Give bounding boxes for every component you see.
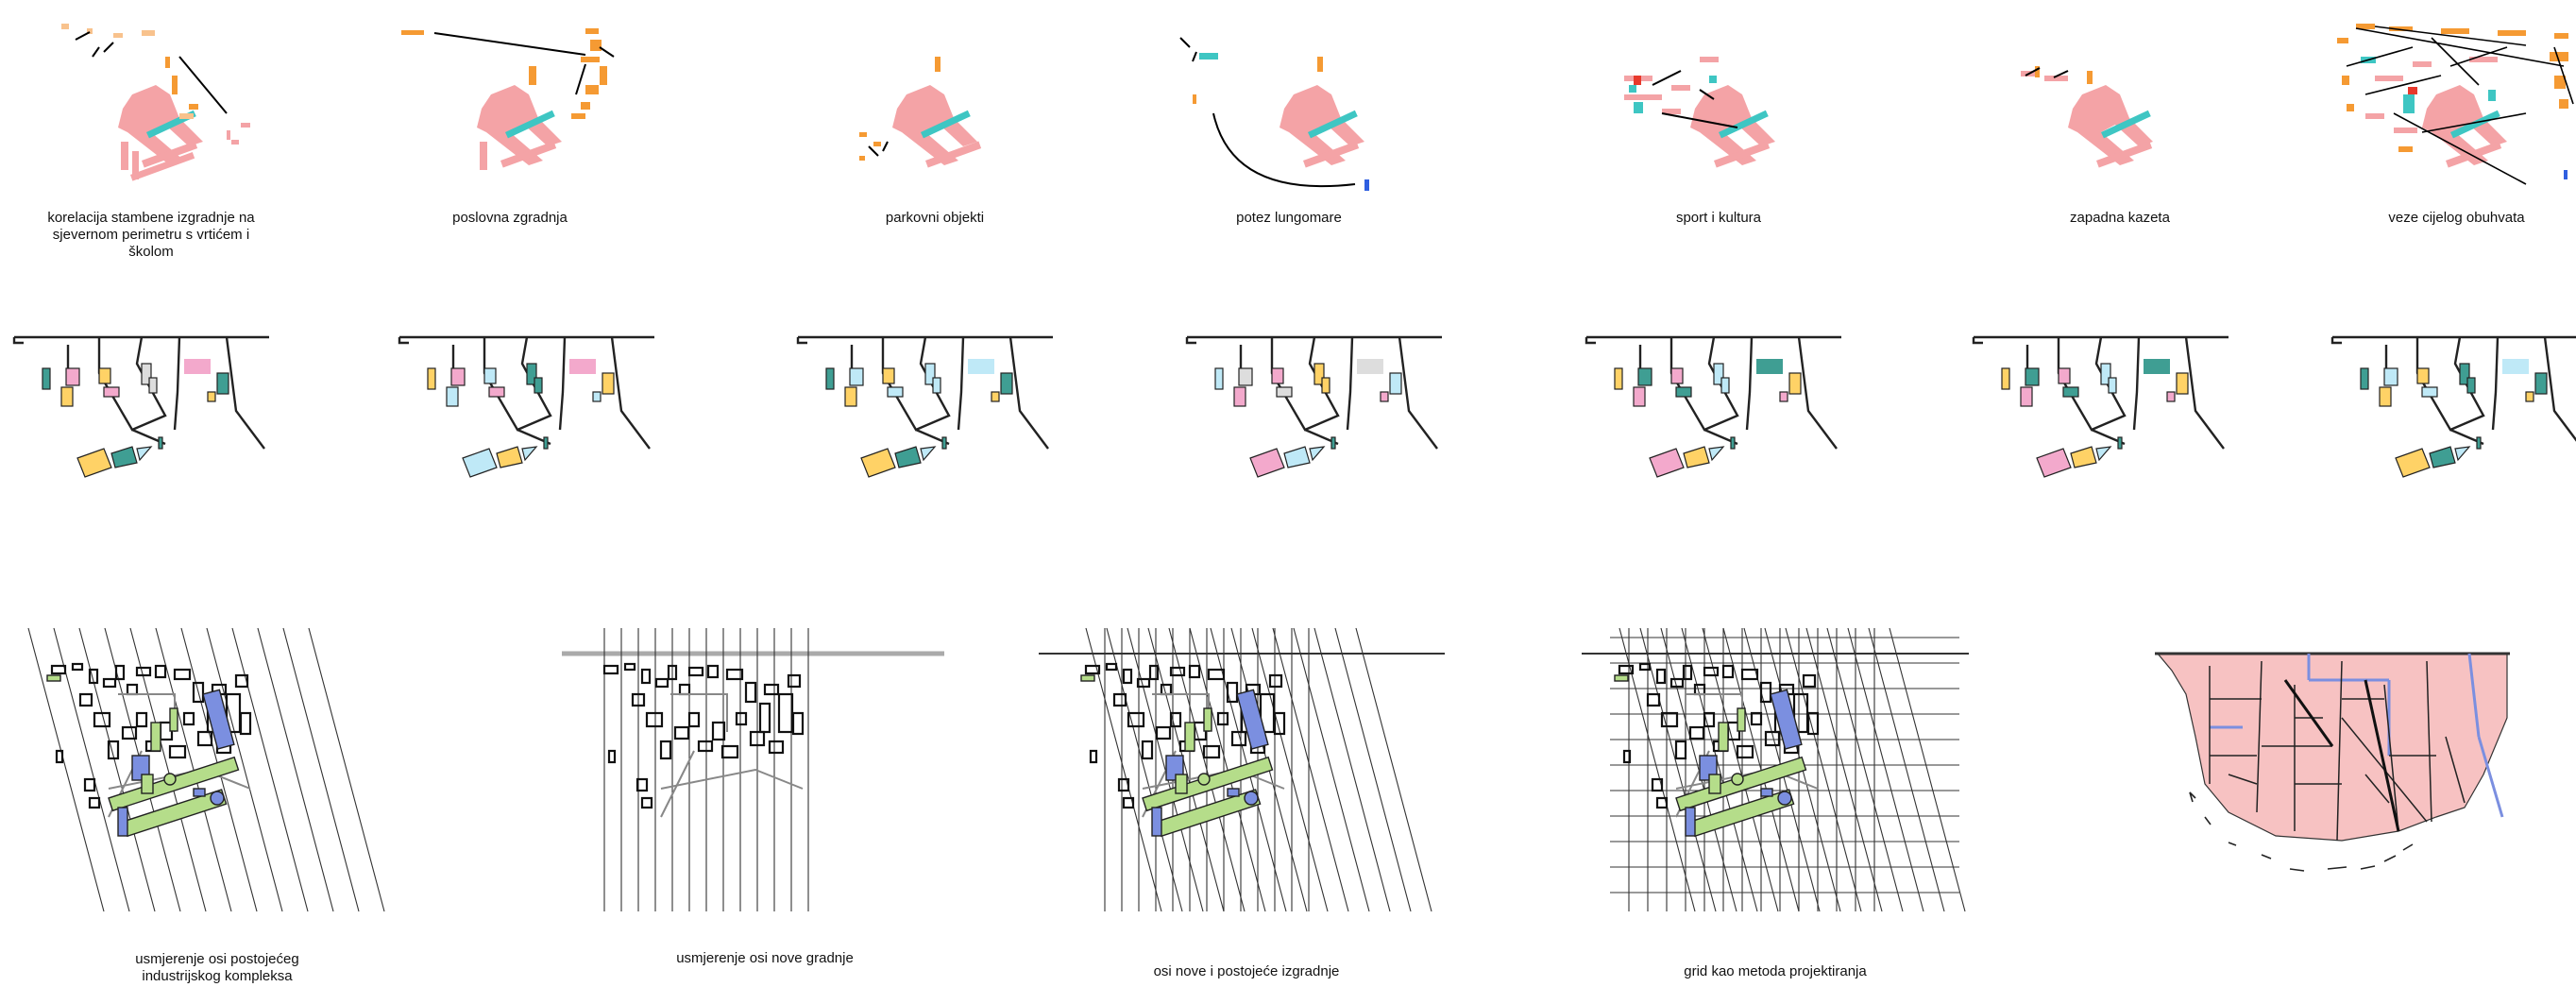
plan-row2-4-graphic — [1185, 335, 1442, 478]
plan-row3-1-graphic — [27, 627, 385, 912]
plan-row2-2-graphic — [398, 335, 654, 478]
caption-row3-3: osi nove i postojeće izgradnje — [1153, 963, 1340, 979]
plan-industrial-axes — [14, 619, 392, 912]
diagram-4-graphic — [1179, 37, 1369, 191]
plan-row2-7 — [2328, 326, 2576, 486]
diagram-parkovni-objekti — [822, 19, 1048, 198]
caption-row3-2: usmjerenje osi nove gradnje — [676, 950, 854, 966]
plan-row2-5-graphic — [1585, 335, 1841, 478]
diagram-2-graphic — [401, 28, 615, 170]
diagram-3-graphic — [859, 57, 982, 168]
diagram-1-graphic — [61, 24, 250, 181]
plan-combined-axes — [1039, 623, 1454, 916]
caption-row3-1: usmjerenje osi postojećeg industrijskog … — [135, 951, 299, 984]
caption-row1-6: zapadna kazeta — [2070, 210, 2170, 226]
plan-row2-4 — [1182, 326, 1447, 486]
diagram-zapadna-kazeta — [2007, 19, 2233, 198]
plan-row3-5-graphic — [2155, 652, 2510, 872]
caption-row1-2: poslovna zgradnja — [452, 210, 568, 226]
plan-row2-2 — [395, 326, 659, 486]
plan-row2-1 — [9, 326, 274, 486]
diagram-6-graphic — [2021, 66, 2153, 168]
diagram-sport-kultura — [1605, 19, 1832, 198]
diagram-7-graphic — [2337, 24, 2574, 185]
caption-row1-1: korelacija stambene izgradnje na sjevern… — [47, 210, 255, 260]
plan-row2-1-graphic — [12, 335, 269, 478]
plan-row3-2-graphic — [562, 628, 944, 911]
caption-row3-4: grid kao metoda projektiranja — [1684, 963, 1867, 979]
caption-row1-5: sport i kultura — [1675, 210, 1762, 226]
plan-row3-4-graphic — [1582, 627, 1969, 912]
plan-new-axes — [538, 623, 954, 916]
plan-row2-5 — [1582, 326, 1846, 486]
plan-row2-6 — [1969, 326, 2233, 486]
caption-row1-4: potez lungomare — [1236, 210, 1342, 226]
caption-row1-7: veze cijelog obuhvata — [2388, 210, 2525, 226]
diagram-potez-lungomare — [1176, 19, 1402, 198]
diagram-stambena-izgradnja — [38, 19, 264, 198]
plan-row2-7-graphic — [2330, 335, 2576, 478]
plan-row2-3-graphic — [796, 335, 1053, 478]
plan-grid-method — [1582, 623, 1978, 916]
plan-row2-6-graphic — [1972, 335, 2229, 478]
plan-row2-3 — [793, 326, 1058, 486]
plan-row3-3-graphic — [1039, 627, 1445, 912]
diagram-veze-obuhvata — [2337, 19, 2576, 198]
diagram-poslovna-zgradnja — [397, 19, 623, 198]
diagram-5-graphic — [1624, 57, 1775, 168]
caption-row1-3: parkovni objekti — [885, 210, 985, 226]
plan-pink-block — [2153, 642, 2531, 897]
